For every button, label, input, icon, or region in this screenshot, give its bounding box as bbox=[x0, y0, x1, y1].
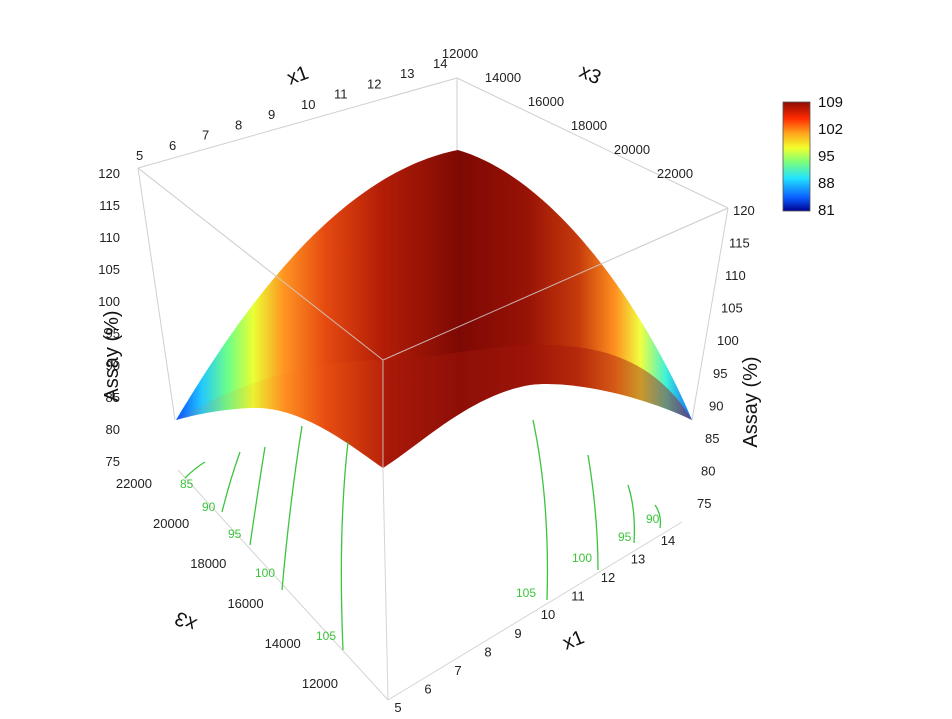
bottom-x3-tick-14000: 14000 bbox=[265, 636, 301, 651]
bottom-x3-tick-18000: 18000 bbox=[190, 556, 226, 571]
top-x3-tick-labels: 22000 20000 18000 16000 14000 12000 bbox=[442, 46, 693, 181]
bottom-x1-tick-6: 6 bbox=[424, 681, 431, 696]
bottom-x1-tick-5: 5 bbox=[394, 700, 401, 715]
right-z-tick-110: 110 bbox=[725, 268, 746, 283]
left-z-tick-90: 90 bbox=[106, 358, 120, 373]
left-z-tick-75: 75 bbox=[106, 454, 120, 469]
top-x1-axis-title: x1 bbox=[284, 62, 311, 90]
left-z-axis-title: Assay (%) bbox=[101, 310, 123, 401]
box-front-edges bbox=[137, 167, 729, 470]
bottom-x1-tick-10: 10 bbox=[541, 607, 555, 622]
contour-line-right-100 bbox=[587, 454, 599, 571]
contour-label-left-85: 85 bbox=[180, 477, 194, 491]
top-x1-tick-5: 5 bbox=[136, 148, 143, 163]
top-x1-tick-6: 6 bbox=[169, 138, 176, 153]
right-z-tick-labels: 75 80 85 90 95 100 105 110 115 120 bbox=[697, 203, 755, 511]
contour-label-left-100: 100 bbox=[255, 566, 275, 580]
right-z-axis-title: Assay (%) bbox=[740, 356, 762, 447]
top-x1-tick-8: 8 bbox=[235, 117, 242, 132]
right-z-tick-95: 95 bbox=[713, 366, 727, 381]
right-z-tick-80: 80 bbox=[701, 463, 715, 478]
bottom-x3-tick-16000: 16000 bbox=[227, 596, 263, 611]
contour-label-right-95: 95 bbox=[618, 530, 632, 544]
top-x3-tick-12000: 12000 bbox=[442, 46, 478, 61]
contour-label-left-95: 95 bbox=[228, 527, 242, 541]
bottom-x1-tick-labels: 5 6 7 8 9 10 11 12 13 14 bbox=[394, 533, 675, 715]
contour-line-right-95 bbox=[627, 484, 636, 544]
bottom-x1-tick-12: 12 bbox=[601, 570, 615, 585]
contour-label-left-105: 105 bbox=[316, 629, 336, 643]
top-x1-tick-11: 11 bbox=[334, 87, 348, 102]
colorbar-tick-102: 102 bbox=[818, 121, 843, 138]
left-z-tick-80: 80 bbox=[106, 422, 120, 437]
left-z-tick-85: 85 bbox=[106, 390, 120, 405]
top-x1-tick-10: 10 bbox=[301, 97, 315, 112]
top-x1-tick-13: 13 bbox=[400, 66, 414, 81]
right-z-tick-100: 100 bbox=[717, 333, 739, 348]
top-x3-tick-22000: 22000 bbox=[657, 166, 693, 181]
right-z-tick-115: 115 bbox=[729, 236, 750, 251]
contour-line-left-90 bbox=[221, 451, 241, 513]
contour-line-right-90 bbox=[654, 504, 662, 529]
right-z-tick-120: 120 bbox=[733, 203, 755, 218]
bottom-x1-tick-14: 14 bbox=[661, 533, 675, 548]
bottom-x3-axis-title: x3 bbox=[172, 607, 200, 636]
colorbar-tick-labels: 81 88 95 102 109 bbox=[818, 94, 843, 219]
surface-top bbox=[176, 150, 692, 468]
bottom-x1-tick-13: 13 bbox=[631, 552, 645, 567]
contour-label-right-100: 100 bbox=[572, 551, 592, 565]
colorbar-tick-88: 88 bbox=[818, 175, 835, 192]
top-x3-tick-20000: 20000 bbox=[614, 142, 650, 157]
contour-label-left-90: 90 bbox=[202, 500, 216, 514]
top-x1-tick-7: 7 bbox=[202, 128, 209, 143]
right-z-tick-105: 105 bbox=[721, 301, 743, 316]
top-x1-tick-14: 14 bbox=[433, 56, 447, 71]
contour-line-left-85 bbox=[184, 461, 206, 479]
contour-line-left-100 bbox=[281, 425, 303, 591]
top-x1-tick-9: 9 bbox=[268, 107, 275, 122]
response-surface bbox=[176, 150, 692, 468]
bottom-x1-tick-7: 7 bbox=[454, 663, 461, 678]
left-z-tick-110: 110 bbox=[99, 230, 120, 245]
surface-front-left bbox=[176, 360, 383, 468]
top-x3-tick-16000: 16000 bbox=[528, 94, 564, 109]
top-x1-tick-labels: 5 6 7 8 9 10 11 12 13 14 bbox=[136, 56, 447, 163]
colorbar-tick-95: 95 bbox=[818, 148, 835, 165]
bottom-x1-tick-8: 8 bbox=[484, 644, 491, 659]
contour-line-left-105 bbox=[340, 441, 349, 651]
bottom-x3-tick-labels: 22000 20000 18000 16000 14000 12000 bbox=[116, 476, 338, 691]
bottom-x3-tick-12000: 12000 bbox=[302, 676, 338, 691]
contour-line-right-105 bbox=[532, 419, 549, 601]
colorbar-tick-109: 109 bbox=[818, 94, 843, 111]
top-x1-tick-12: 12 bbox=[367, 76, 381, 91]
right-z-tick-85: 85 bbox=[705, 431, 719, 446]
left-z-tick-95: 95 bbox=[106, 326, 120, 341]
left-z-tick-120: 120 bbox=[98, 166, 120, 181]
left-z-tick-labels: 75 80 85 90 95 100 105 110 115 120 bbox=[98, 166, 120, 469]
right-z-tick-90: 90 bbox=[709, 398, 723, 413]
surface-front-right bbox=[383, 345, 692, 468]
bottom-x1-axis-title: x1 bbox=[560, 626, 588, 654]
colorbar-tick-81: 81 bbox=[818, 202, 835, 219]
contour-labels: 85 90 95 100 105 105 100 95 90 bbox=[180, 477, 660, 643]
top-x3-tick-14000: 14000 bbox=[485, 70, 521, 85]
left-z-tick-105: 105 bbox=[98, 262, 120, 277]
bottom-x3-tick-22000: 22000 bbox=[116, 476, 152, 491]
left-z-tick-115: 115 bbox=[99, 198, 120, 213]
colorbar-ramp bbox=[782, 101, 811, 212]
bottom-x1-tick-11: 11 bbox=[571, 589, 585, 604]
top-x3-tick-18000: 18000 bbox=[571, 118, 607, 133]
left-z-tick-100: 100 bbox=[98, 294, 120, 309]
top-x3-axis-title: x3 bbox=[576, 60, 604, 89]
bottom-x1-tick-9: 9 bbox=[514, 626, 521, 641]
floor-contours bbox=[184, 419, 662, 651]
colorbar: 81 88 95 102 109 bbox=[782, 94, 843, 219]
contour-label-right-105: 105 bbox=[516, 586, 536, 600]
contour-label-right-90: 90 bbox=[646, 512, 660, 526]
bottom-x3-tick-20000: 20000 bbox=[153, 516, 189, 531]
contour-line-left-95 bbox=[249, 446, 266, 546]
right-z-tick-75: 75 bbox=[697, 496, 711, 511]
